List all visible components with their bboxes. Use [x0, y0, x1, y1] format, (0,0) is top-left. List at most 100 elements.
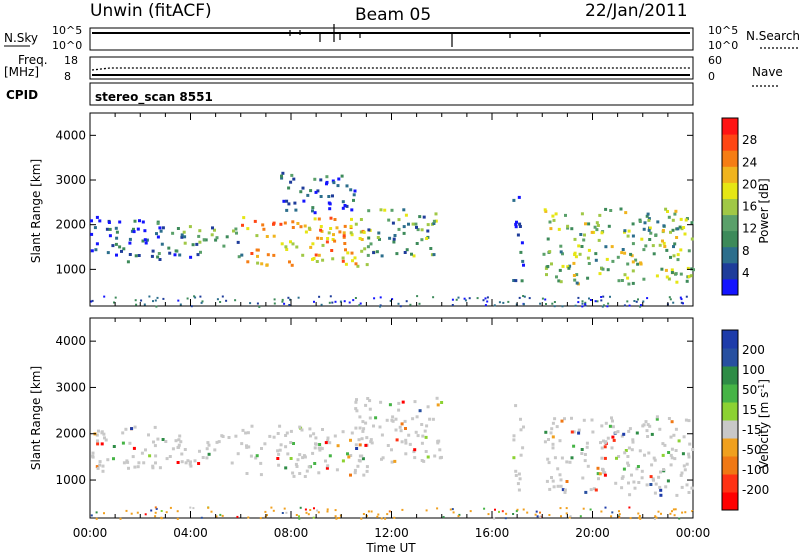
scatter-cell [552, 485, 556, 489]
scatter-cell [512, 456, 516, 460]
scatter-cell [672, 433, 676, 437]
scatter-cell [409, 303, 412, 306]
scatter-cell [279, 443, 283, 447]
scatter-cell [565, 507, 568, 510]
scatter-cell [309, 245, 313, 249]
scatter-cell [305, 511, 308, 514]
scatter-cell [137, 254, 141, 257]
scatter-cell [350, 217, 353, 221]
scatter-cell [205, 456, 209, 460]
scatter-cell [270, 506, 273, 509]
scatter-cell [646, 212, 650, 216]
scatter-cell [341, 206, 345, 210]
scatter-cell [425, 424, 429, 428]
scatter-cell [317, 471, 321, 475]
colorbar-tick-label: -15 [742, 423, 762, 437]
scatter-cell [255, 248, 259, 252]
y-tick-label: 2000 [55, 218, 86, 232]
scatter-cell [639, 305, 642, 308]
scatter-cell [321, 243, 325, 247]
scatter-cell [680, 471, 684, 475]
scatter-cell [134, 254, 138, 258]
scatter-cell [638, 515, 641, 517]
scatter-cell [659, 470, 662, 474]
scatter-cell [551, 214, 555, 218]
scatter-cell [362, 230, 366, 234]
scatter-cell [599, 441, 602, 445]
scatter-cell [316, 189, 320, 193]
scatter-cell [629, 252, 633, 256]
scatter-cell [314, 190, 318, 194]
scatter-cell [638, 449, 642, 453]
scatter-cell [646, 297, 649, 300]
scatter-cell [620, 476, 624, 480]
scatter-cell [364, 421, 368, 425]
scatter-cell [268, 434, 272, 438]
scatter-cell [95, 242, 99, 246]
scatter-cell [216, 298, 219, 301]
scatter-cell [660, 267, 664, 271]
scatter-cell [675, 236, 679, 239]
scatter-cell [507, 300, 510, 303]
scatter-cell [572, 274, 576, 277]
scatter-cell [457, 296, 460, 299]
scatter-cell [395, 438, 399, 442]
scatter-cell [600, 299, 603, 302]
nsearch-trace [289, 24, 541, 47]
scatter-cell [628, 493, 632, 497]
scatter-cell [236, 515, 239, 518]
scatter-cell [281, 171, 285, 175]
scatter-cell [401, 508, 404, 511]
scatter-cell [309, 509, 312, 511]
scatter-cell [668, 296, 671, 299]
scatter-cell [661, 442, 665, 446]
scatter-cell [374, 416, 378, 420]
scatter-cell [391, 415, 395, 419]
scatter-cell [180, 460, 184, 464]
scatter-cell [365, 465, 369, 469]
scatter-cell [647, 218, 651, 222]
scatter-cell [426, 223, 430, 227]
scatter-cell [114, 296, 117, 299]
scatter-cell [202, 238, 206, 242]
scatter-cell [687, 249, 691, 253]
scatter-cell [154, 454, 158, 458]
scatter-cell [591, 430, 595, 434]
scatter-cell [671, 218, 675, 222]
scatter-cell [386, 444, 390, 447]
scatter-cell [412, 450, 416, 454]
scatter-cell [416, 228, 420, 232]
scatter-cell [331, 257, 335, 261]
scatter-cell [150, 254, 154, 258]
scatter-cell [642, 300, 645, 303]
scatter-cell [150, 509, 153, 512]
scatter-cell [501, 510, 504, 513]
scatter-cell [411, 417, 415, 421]
scatter-cell [298, 425, 302, 429]
scatter-cell [526, 511, 529, 514]
scatter-cell [586, 256, 590, 260]
scatter-cell [604, 421, 608, 425]
scatter-cell [583, 233, 586, 237]
scatter-cell [193, 459, 197, 463]
scatter-cell [210, 233, 214, 237]
scatter-cell [546, 265, 550, 268]
scatter-cell [344, 262, 348, 266]
scatter-cell [559, 484, 563, 488]
scatter-cell [587, 222, 591, 226]
scatter-cell [362, 473, 366, 477]
scatter-cell [318, 443, 322, 446]
scatter-cell [155, 305, 158, 308]
scatter-cell [561, 264, 565, 268]
cpid-label: CPID [6, 88, 38, 102]
scatter-cell [559, 250, 563, 254]
scatter-cell [281, 298, 284, 301]
scatter-cell [430, 253, 434, 257]
scatter-cell [413, 456, 417, 460]
scatter-cell [627, 463, 631, 467]
scatter-cell [349, 224, 353, 228]
scatter-cell [303, 224, 307, 228]
scatter-cell [319, 178, 323, 182]
scatter-cell [152, 440, 155, 444]
scatter-cell [189, 506, 192, 509]
